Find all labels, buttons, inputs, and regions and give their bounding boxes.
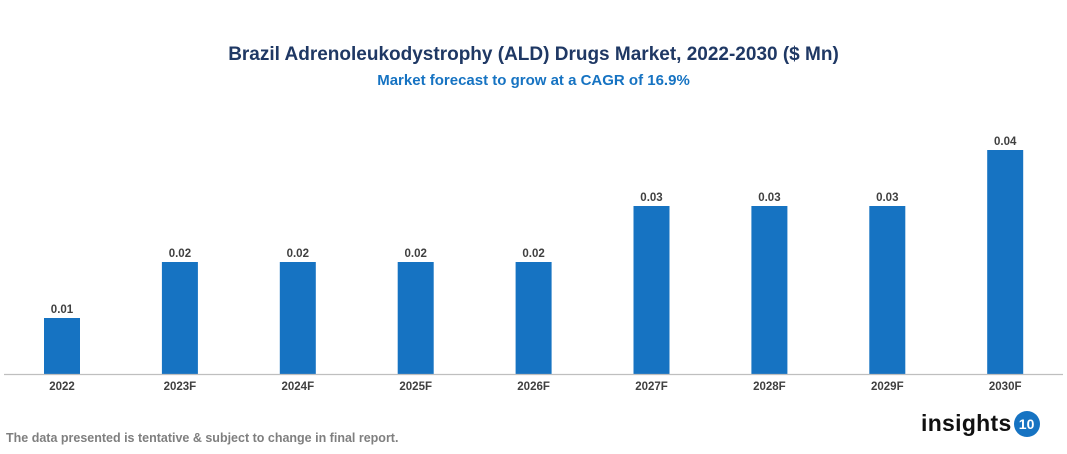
data-label: 0.03 — [876, 192, 898, 204]
data-label: 0.03 — [640, 192, 662, 204]
bar-2022 — [44, 318, 80, 374]
x-tick-label: 2028F — [753, 381, 786, 393]
bar-2025F — [397, 262, 434, 374]
data-label: 0.02 — [169, 248, 191, 260]
bar-2027F — [633, 206, 670, 374]
bar-2026F — [515, 262, 552, 374]
x-tick-label: 2022 — [49, 381, 75, 393]
x-tick-label: 2027F — [635, 381, 668, 393]
x-tick-label: 2024F — [281, 381, 314, 393]
bar-2023F — [161, 262, 198, 374]
x-tick-label: 2029F — [871, 381, 904, 393]
x-tick-label: 2025F — [399, 381, 432, 393]
logo-badge: 10 — [1013, 410, 1040, 437]
x-tick-label: 2023F — [164, 381, 197, 393]
chart-subtitle: Market forecast to grow at a CAGR of 16.… — [377, 72, 690, 89]
logo-text: insights — [921, 410, 1012, 436]
footer-note: The data presented is tentative & subjec… — [6, 431, 399, 445]
data-label: 0.03 — [758, 192, 780, 204]
insights10-logo: insights 10 — [921, 410, 1040, 437]
chart-title: Brazil Adrenoleukodystrophy (ALD) Drugs … — [228, 44, 839, 65]
bar-2024F — [279, 262, 316, 374]
bar-2030F — [987, 150, 1024, 374]
x-tick-label: 2030F — [989, 381, 1022, 393]
bar-2029F — [869, 206, 906, 374]
bar-2028F — [751, 206, 788, 374]
data-label: 0.04 — [994, 136, 1017, 148]
data-label: 0.02 — [522, 248, 544, 260]
data-label: 0.01 — [51, 304, 74, 316]
data-label: 0.02 — [287, 248, 309, 260]
x-tick-label: 2026F — [517, 381, 550, 393]
data-label: 0.02 — [405, 248, 427, 260]
